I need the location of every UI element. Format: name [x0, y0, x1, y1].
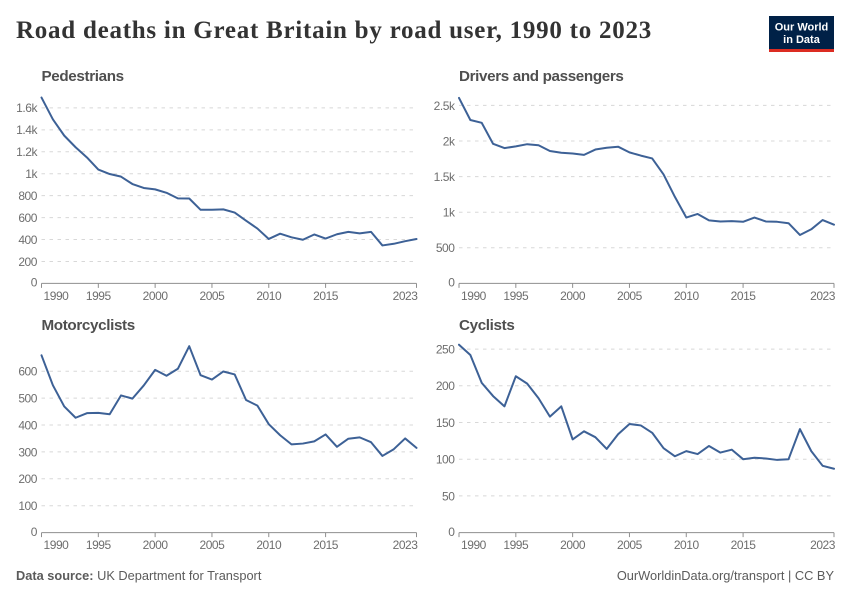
svg-text:2010: 2010: [256, 538, 282, 552]
svg-text:1995: 1995: [503, 289, 529, 303]
svg-text:200: 200: [18, 472, 37, 486]
svg-text:0: 0: [31, 525, 38, 539]
svg-text:2005: 2005: [617, 538, 643, 552]
svg-text:2010: 2010: [256, 289, 282, 303]
svg-text:100: 100: [436, 453, 455, 467]
svg-text:2000: 2000: [143, 538, 169, 552]
svg-text:50: 50: [442, 489, 455, 503]
svg-text:1k: 1k: [25, 167, 38, 181]
svg-text:2010: 2010: [674, 289, 700, 303]
svg-text:0: 0: [31, 276, 38, 290]
svg-text:150: 150: [436, 416, 455, 430]
svg-text:Our World: Our World: [775, 21, 829, 33]
svg-text:2000: 2000: [560, 289, 586, 303]
svg-text:2023: 2023: [810, 538, 836, 552]
svg-text:1995: 1995: [503, 538, 529, 552]
svg-text:600: 600: [18, 365, 37, 379]
svg-text:Cyclists: Cyclists: [459, 317, 514, 334]
svg-text:Motorcyclists: Motorcyclists: [42, 317, 135, 334]
svg-text:2000: 2000: [560, 538, 586, 552]
svg-text:Pedestrians: Pedestrians: [42, 68, 124, 85]
svg-text:1990: 1990: [461, 289, 487, 303]
svg-text:2023: 2023: [393, 538, 419, 552]
svg-text:0: 0: [448, 525, 455, 539]
svg-text:100: 100: [18, 499, 37, 513]
svg-text:1995: 1995: [86, 538, 112, 552]
svg-text:250: 250: [436, 342, 455, 356]
svg-text:600: 600: [18, 211, 37, 225]
svg-text:400: 400: [18, 233, 37, 247]
svg-text:1995: 1995: [86, 289, 112, 303]
svg-text:500: 500: [436, 241, 455, 255]
svg-text:2023: 2023: [810, 289, 836, 303]
svg-text:2005: 2005: [617, 289, 643, 303]
svg-text:in Data: in Data: [783, 34, 821, 46]
svg-text:800: 800: [18, 189, 37, 203]
svg-text:500: 500: [18, 391, 37, 405]
svg-text:2015: 2015: [731, 538, 757, 552]
svg-text:1k: 1k: [443, 206, 456, 220]
svg-text:0: 0: [448, 276, 455, 290]
svg-text:Drivers and passengers: Drivers and passengers: [459, 68, 624, 85]
svg-text:1.2k: 1.2k: [16, 145, 38, 159]
svg-text:2005: 2005: [199, 538, 225, 552]
svg-text:2.5k: 2.5k: [434, 99, 456, 113]
svg-text:1990: 1990: [461, 538, 487, 552]
svg-text:1990: 1990: [44, 289, 70, 303]
svg-text:2005: 2005: [199, 289, 225, 303]
svg-text:1990: 1990: [44, 538, 70, 552]
svg-text:Road deaths in Great Britain b: Road deaths in Great Britain by road use…: [16, 17, 652, 44]
svg-text:1.5k: 1.5k: [434, 170, 456, 184]
svg-text:OurWorldinData.org/transport |: OurWorldinData.org/transport | CC BY: [617, 568, 835, 583]
svg-text:2015: 2015: [731, 289, 757, 303]
svg-text:2023: 2023: [393, 289, 419, 303]
svg-text:1.6k: 1.6k: [16, 101, 38, 115]
svg-text:2k: 2k: [443, 134, 456, 148]
svg-text:2010: 2010: [674, 538, 700, 552]
svg-text:200: 200: [18, 255, 37, 269]
svg-text:300: 300: [18, 445, 37, 459]
svg-text:2000: 2000: [143, 289, 169, 303]
svg-text:1.4k: 1.4k: [16, 123, 38, 137]
svg-text:Data source: UK Department for: Data source: UK Department for Transport: [16, 568, 262, 583]
svg-text:2015: 2015: [313, 289, 339, 303]
svg-text:200: 200: [436, 379, 455, 393]
svg-text:400: 400: [18, 418, 37, 432]
svg-text:2015: 2015: [313, 538, 339, 552]
